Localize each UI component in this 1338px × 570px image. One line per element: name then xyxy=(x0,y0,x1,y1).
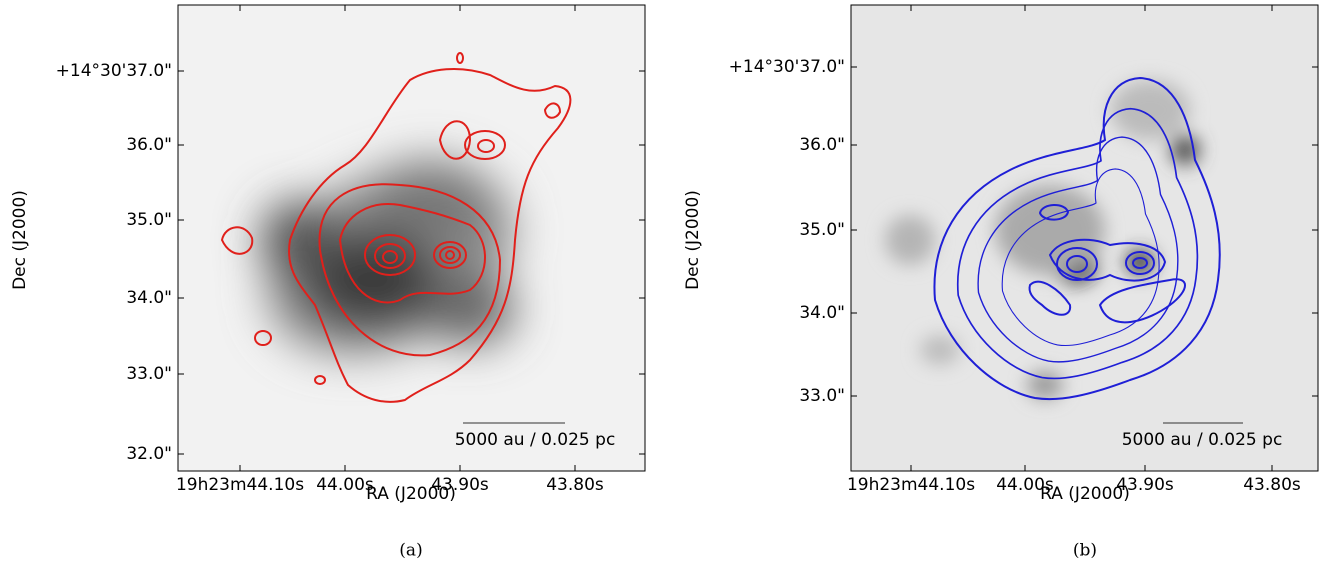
y-tick-label: 35.0" xyxy=(799,220,845,240)
x-axis-label: RA (J2000) xyxy=(366,484,456,504)
x-tick-label: 43.80s xyxy=(1243,475,1301,495)
x-axis-label: RA (J2000) xyxy=(1040,484,1130,504)
y-tick-label: 36.0" xyxy=(126,135,172,155)
x-tick-label: 44.00s xyxy=(996,475,1054,495)
y-tick-label: 33.0" xyxy=(126,364,172,384)
y-tick-label: 34.0" xyxy=(799,303,845,323)
x-tick-label: 43.90s xyxy=(1116,475,1174,495)
caption: (a) xyxy=(399,541,422,561)
y-axis-label: Dec (J2000) xyxy=(10,190,30,290)
y-axis-label: Dec (J2000) xyxy=(683,190,703,290)
y-tick-label: 35.0" xyxy=(126,210,172,230)
panel-a: 5000 au / 0.025 pc RA (J2000) Dec (J2000… xyxy=(10,4,646,561)
y-tick-label: 32.0" xyxy=(126,444,172,464)
panel-b: 5000 au / 0.025 pc RA (J2000) Dec (J2000… xyxy=(683,4,1319,561)
x-tick-label: 19h23m44.10s xyxy=(847,475,975,495)
y-tick-label: +14°30'37.0" xyxy=(56,61,172,81)
x-tick-label: 43.80s xyxy=(546,475,604,495)
y-tick-label: 33.0" xyxy=(799,386,845,406)
image-a xyxy=(178,5,645,471)
x-tick-label: 43.90s xyxy=(431,475,489,495)
y-tick-label: 36.0" xyxy=(799,135,845,155)
x-tick-label: 44.00s xyxy=(316,475,374,495)
scale-bar-label: 5000 au / 0.025 pc xyxy=(455,430,616,450)
image-b xyxy=(851,5,1318,471)
scale-bar-label: 5000 au / 0.025 pc xyxy=(1122,430,1283,450)
y-tick-label: +14°30'37.0" xyxy=(729,57,845,77)
caption: (b) xyxy=(1073,541,1097,561)
x-tick-label: 19h23m44.10s xyxy=(176,475,304,495)
y-tick-label: 34.0" xyxy=(126,288,172,308)
